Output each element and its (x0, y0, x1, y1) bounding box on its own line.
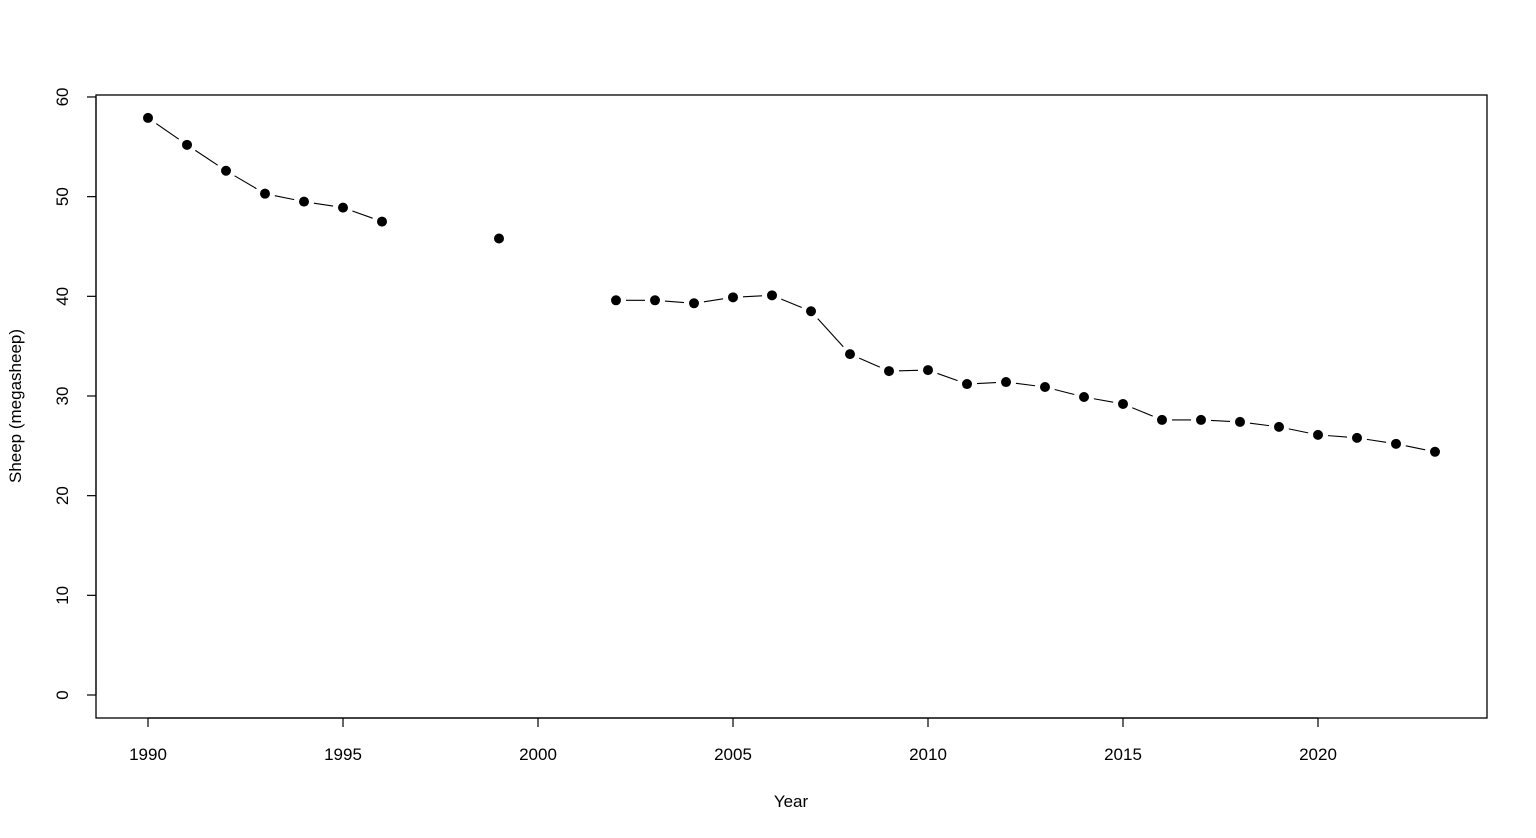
line-segment (703, 298, 724, 303)
x-tick-label: 2020 (1299, 745, 1337, 764)
line-segment (664, 300, 685, 304)
x-tick-label: 2015 (1104, 745, 1142, 764)
y-tick-label: 10 (53, 586, 72, 605)
data-point (1040, 382, 1050, 393)
data-point (845, 349, 855, 360)
line-segment (1054, 388, 1075, 396)
data-point (1274, 421, 1284, 432)
line-segment (155, 123, 180, 140)
line-segment (1249, 422, 1270, 427)
line-segment (1015, 382, 1036, 387)
data-point (1430, 446, 1440, 457)
line-segment (352, 210, 373, 219)
line-segment (1327, 435, 1348, 438)
line-segment (313, 202, 334, 207)
line-segment (817, 318, 844, 348)
y-tick-label: 20 (53, 486, 72, 505)
line-segment (858, 357, 881, 368)
line-segment (1288, 428, 1309, 434)
x-tick-label: 1995 (324, 745, 362, 764)
data-point (767, 290, 777, 301)
y-tick-label: 0 (53, 690, 72, 699)
data-point (1118, 398, 1128, 409)
y-axis: 0 10 20 30 40 50 60 (53, 88, 97, 700)
data-point (299, 196, 309, 207)
line-segment (1210, 419, 1231, 422)
data-point (1157, 414, 1167, 425)
line-segment (195, 149, 218, 166)
data-point (1001, 377, 1011, 388)
y-tick-label: 60 (53, 88, 72, 107)
line-segment (742, 295, 763, 298)
series-points (143, 112, 1440, 457)
data-point (260, 188, 270, 199)
series-lines (155, 123, 1426, 451)
plot-box (95, 94, 1488, 719)
line-segment (976, 381, 997, 385)
data-point (1235, 416, 1245, 427)
data-point (377, 216, 387, 227)
data-point (1079, 391, 1089, 402)
data-point (650, 295, 660, 306)
line-segment (1405, 445, 1426, 451)
data-point (1313, 429, 1323, 440)
line-segment (1093, 398, 1114, 403)
data-point (338, 202, 348, 213)
line-segment (274, 195, 295, 201)
data-point (1196, 414, 1206, 425)
line-segment (1366, 438, 1387, 443)
line-segment (937, 372, 958, 382)
data-point (689, 298, 699, 309)
y-tick-label: 50 (53, 187, 72, 206)
x-axis-label: Year (774, 792, 809, 811)
data-point (884, 366, 894, 377)
x-axis: 1990 1995 2000 2005 2010 2015 2020 (129, 717, 1337, 764)
data-point (221, 165, 231, 176)
data-point (962, 379, 972, 390)
data-point (806, 306, 816, 317)
data-point (143, 112, 153, 123)
data-point (182, 139, 192, 150)
x-tick-label: 2000 (519, 745, 557, 764)
data-point (923, 365, 933, 376)
data-point (728, 292, 738, 303)
x-tick-label: 1990 (129, 745, 167, 764)
y-tick-label: 40 (53, 287, 72, 306)
line-segment (1132, 407, 1153, 417)
data-point (1352, 432, 1362, 443)
line-segment (781, 298, 802, 308)
x-tick-label: 2010 (909, 745, 947, 764)
x-tick-label: 2005 (714, 745, 752, 764)
data-point (494, 233, 504, 244)
y-tick-label: 30 (53, 387, 72, 406)
line-segment (234, 175, 257, 190)
y-axis-label: Sheep (megasheep) (6, 329, 25, 483)
data-point (1391, 438, 1401, 449)
data-point (611, 295, 621, 306)
